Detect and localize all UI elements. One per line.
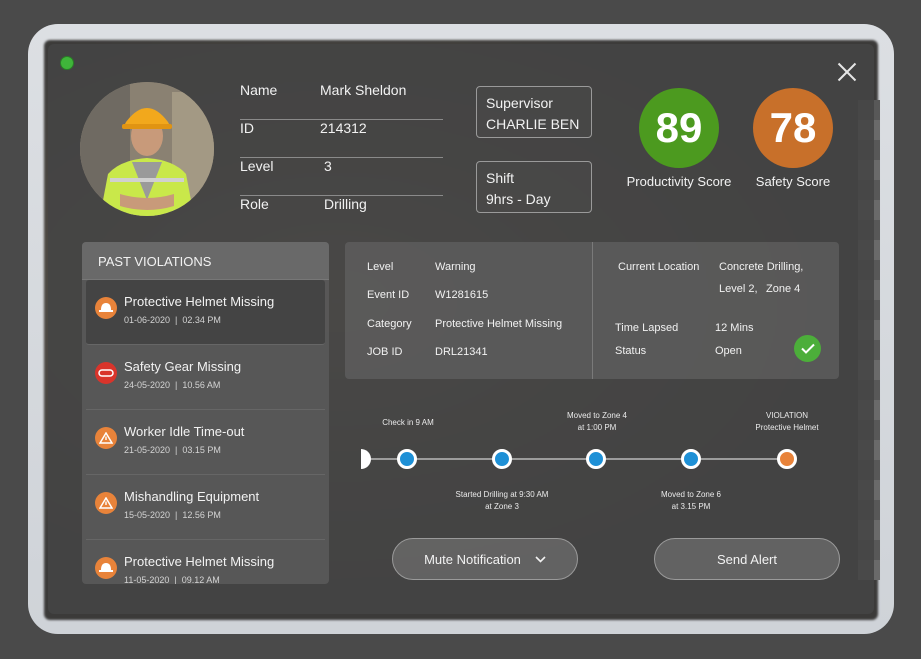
level-row: Level 3 (240, 158, 443, 196)
helmet-icon (95, 297, 117, 319)
chevron-down-icon (535, 555, 546, 563)
time-lapsed-value: 12 Mins (715, 322, 754, 334)
supervisor-value: CHARLIE BEN (486, 116, 580, 132)
warning-icon (95, 427, 117, 449)
location-label: Current Location (618, 261, 700, 273)
category-value: Protective Helmet Missing (435, 318, 563, 330)
violation-item[interactable]: Safety Gear Missing 24-05-2020 | 10.56 A… (86, 345, 325, 410)
timeline-track (366, 458, 790, 460)
job-id-value: DRL21341 (435, 346, 488, 358)
violation-item[interactable]: Protective Helmet Missing 01-06-2020 | 0… (86, 280, 325, 345)
details-divider (592, 242, 593, 379)
past-violations-panel: PAST VIOLATIONS Protective Helmet Missin… (82, 242, 329, 584)
status-label: Status (615, 345, 647, 357)
event-level-label: Level (367, 261, 394, 273)
goggles-icon (95, 362, 117, 384)
violation-datetime: 11-05-2020 | 09.12 AM (124, 575, 220, 584)
safety-score-label: Safety Score (755, 174, 831, 189)
shift-value: 9hrs - Day (486, 191, 551, 207)
violation-title: Worker Idle Time-out (124, 424, 245, 439)
id-label: ID (240, 120, 254, 136)
violation-title: Protective Helmet Missing (124, 294, 275, 309)
safety-score: 78 Safety Score (738, 88, 848, 189)
name-label: Name (240, 82, 278, 98)
event-level-value: Warning (435, 261, 476, 273)
violation-title: Protective Helmet Missing (124, 554, 275, 569)
timeline-label: VIOLATION Protective Helmet (755, 411, 819, 432)
violation-item[interactable]: Protective Helmet Missing 11-05-2020 | 0… (86, 540, 325, 584)
close-icon[interactable] (835, 60, 859, 84)
shift-label: Shift (486, 170, 515, 186)
past-violations-title: PAST VIOLATIONS (82, 242, 329, 280)
avatar (80, 82, 214, 216)
mute-notification-label: Mute Notification (424, 551, 521, 567)
shift-box: Shift 9hrs - Day (476, 161, 592, 213)
productivity-score: 89 Productivity Score (624, 88, 734, 189)
location-value-line3: Zone 4 (766, 283, 801, 295)
timeline-violation-point[interactable] (777, 449, 797, 469)
id-row: ID 214312 (240, 120, 443, 158)
timeline-label: Moved to Zone 6 at 3.15 PM (660, 490, 722, 511)
timeline-label: Started Drilling at 9:30 AM at Zone 3 (455, 490, 549, 511)
violation-title: Safety Gear Missing (124, 359, 242, 374)
timeline-label: Check in 9 AM (382, 418, 434, 427)
event-details-panel: Level Warning Event ID W1281615 Category… (345, 242, 839, 379)
role-row: Role Drilling (240, 196, 443, 234)
warning-icon (95, 492, 117, 514)
violation-datetime: 15-05-2020 | 12.56 PM (124, 510, 221, 520)
send-alert-button[interactable]: Send Alert (654, 538, 840, 580)
event-id-label: Event ID (367, 289, 410, 301)
violation-item[interactable]: Worker Idle Time-out 21-05-2020 | 03.15 … (86, 410, 325, 475)
time-lapsed-label: Time Lapsed (615, 322, 679, 334)
worker-name: Mark Sheldon (320, 82, 407, 98)
timeline-point[interactable] (492, 449, 512, 469)
violation-datetime: 01-06-2020 | 02.34 PM (124, 315, 221, 325)
helmet-icon (95, 557, 117, 579)
violation-datetime: 21-05-2020 | 03.15 PM (124, 445, 221, 455)
location-value-line1: Concrete Drilling, (719, 261, 804, 273)
violation-title: Mishandling Equipment (124, 489, 260, 504)
event-id-value: W1281615 (435, 289, 489, 301)
mute-notification-button[interactable]: Mute Notification (392, 538, 578, 580)
name-row: Name Mark Sheldon (240, 82, 443, 120)
productivity-score-label: Productivity Score (626, 174, 732, 189)
productivity-score-circle: 89 (639, 88, 719, 168)
online-status-dot (60, 56, 74, 70)
check-icon (794, 335, 821, 362)
worker-level: 3 (324, 158, 332, 174)
safety-score-circle: 78 (753, 88, 833, 168)
worker-role: Drilling (324, 196, 367, 212)
worker-id: 214312 (320, 120, 367, 136)
status-value: Open (715, 345, 742, 357)
job-id-label: JOB ID (367, 346, 403, 358)
supervisor-box: Supervisor CHARLIE BEN (476, 86, 592, 138)
supervisor-label: Supervisor (486, 95, 553, 111)
category-label: Category (367, 318, 412, 330)
timeline-point[interactable] (681, 449, 701, 469)
send-alert-label: Send Alert (717, 551, 777, 567)
role-label: Role (240, 196, 269, 212)
violation-datetime: 24-05-2020 | 10.56 AM (124, 380, 221, 390)
timeline-point[interactable] (397, 449, 417, 469)
location-value-line2: Level 2, (719, 283, 758, 295)
level-label: Level (240, 158, 274, 174)
violation-item[interactable]: Mishandling Equipment 15-05-2020 | 12.56… (86, 475, 325, 540)
timeline-point[interactable] (586, 449, 606, 469)
timeline-label: Moved to Zone 4 at 1:00 PM (566, 411, 628, 432)
